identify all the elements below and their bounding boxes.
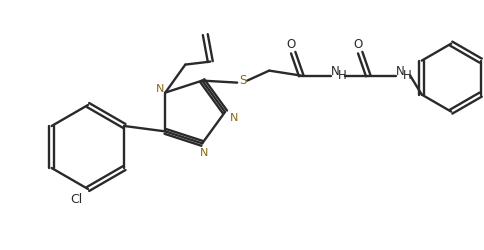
Text: N: N <box>199 148 208 158</box>
Text: S: S <box>239 74 246 87</box>
Text: Cl: Cl <box>70 193 82 206</box>
Text: O: O <box>286 38 295 51</box>
Text: N: N <box>156 83 164 93</box>
Text: N: N <box>229 112 238 122</box>
Text: N: N <box>330 65 339 78</box>
Text: O: O <box>353 38 362 51</box>
Text: N: N <box>395 65 404 78</box>
Text: H: H <box>337 69 346 82</box>
Text: H: H <box>402 69 411 82</box>
